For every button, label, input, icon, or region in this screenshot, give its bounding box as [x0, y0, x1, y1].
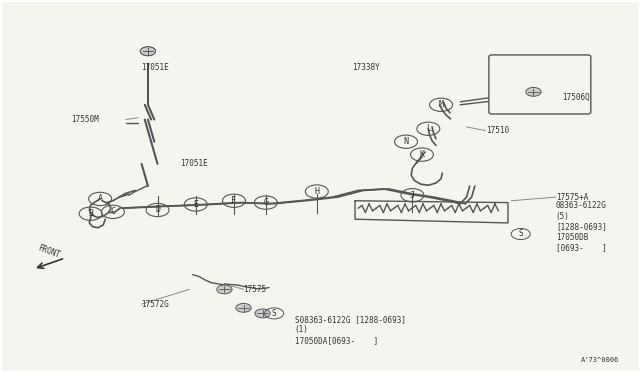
FancyBboxPatch shape: [489, 55, 591, 114]
Text: C: C: [111, 207, 115, 217]
Text: 08363-6122G
(5)
[1288-0693]
17050DB
[0693-    ]: 08363-6122G (5) [1288-0693] 17050DB [069…: [556, 201, 607, 252]
Text: 17338Y: 17338Y: [352, 63, 380, 72]
Circle shape: [140, 47, 156, 56]
Text: S: S: [518, 230, 523, 238]
Text: D: D: [155, 205, 160, 215]
Text: N: N: [404, 137, 408, 146]
Circle shape: [236, 304, 251, 312]
Text: 17506Q: 17506Q: [562, 93, 590, 102]
Circle shape: [526, 87, 541, 96]
Text: 17510: 17510: [486, 126, 509, 135]
Text: 17572G: 17572G: [141, 300, 170, 309]
Text: H: H: [314, 187, 319, 196]
Circle shape: [255, 309, 270, 318]
Text: S: S: [272, 309, 276, 318]
Circle shape: [217, 285, 232, 294]
Text: J: J: [410, 191, 415, 200]
Text: B: B: [88, 209, 93, 218]
Text: K: K: [419, 150, 424, 159]
Text: F: F: [232, 196, 236, 205]
Circle shape: [140, 47, 156, 56]
Text: L: L: [426, 124, 431, 133]
Text: 17575: 17575: [244, 285, 267, 294]
Text: 17550M: 17550M: [72, 115, 99, 124]
Text: M: M: [438, 100, 444, 109]
Text: FRONT: FRONT: [36, 244, 61, 260]
Text: G: G: [263, 198, 268, 207]
Text: S08363-6122G [1288-0693]
(1)
17050DA[0693-    ]: S08363-6122G [1288-0693] (1) 17050DA[069…: [294, 315, 406, 345]
Text: A: A: [98, 195, 102, 203]
Text: A'73^0006: A'73^0006: [581, 357, 620, 363]
Text: 17575+A: 17575+A: [556, 193, 588, 202]
Text: 17051E: 17051E: [141, 63, 170, 72]
Text: E: E: [193, 200, 198, 209]
Text: 17051E: 17051E: [180, 159, 207, 169]
